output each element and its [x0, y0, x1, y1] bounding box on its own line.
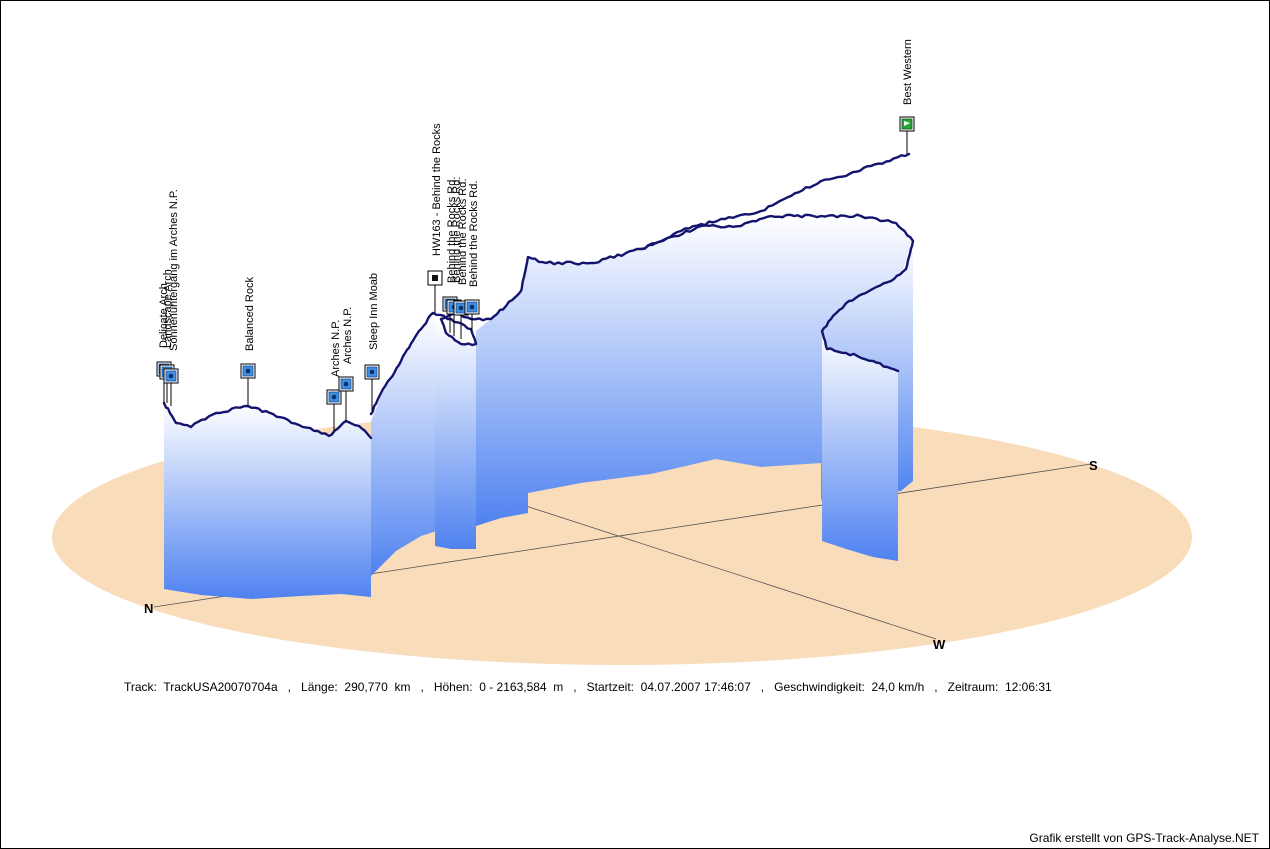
info-track-value: TrackUSA20070704a	[163, 680, 278, 694]
info-sep: ,	[573, 680, 577, 694]
axis-west-east	[525, 505, 937, 640]
waypoint-label: Behind the Rocks Rd.	[468, 181, 480, 287]
info-sep: ,	[287, 680, 291, 694]
waypoint-label: Landscape Arch	[162, 269, 174, 348]
info-speed-value: 24,0 km/h	[871, 680, 925, 694]
compass-south-label: S	[1089, 458, 1098, 473]
waypoint-label: Behind the Rocks Rd.	[451, 177, 463, 283]
info-sep: ,	[420, 680, 424, 694]
track-line	[369, 152, 911, 416]
track-line	[639, 213, 915, 373]
elevation-curtain	[476, 216, 913, 526]
track-lines	[162, 152, 915, 440]
camera-lens-icon	[343, 381, 349, 387]
waypoint-label: Arches N.P.	[330, 320, 342, 377]
info-length-unit: km	[394, 680, 411, 694]
track-line	[162, 401, 373, 440]
waypoint-flag-icon: Best Western	[899, 39, 915, 154]
camera-lens-icon	[168, 373, 174, 379]
track-info-line: Track: TrackUSA20070704a , Länge: 290,77…	[124, 680, 1052, 694]
waypoint-label: Arches N.P.	[342, 307, 354, 364]
waypoint-label: Behind the Rocks Rd.	[457, 179, 469, 285]
info-start-label: Startzeit:	[586, 680, 634, 694]
elevation-curtains	[164, 216, 913, 599]
info-length-label: Länge:	[301, 680, 338, 694]
camera-lens-icon	[458, 305, 464, 311]
waypoint-photo-icon: Arches N.P.	[338, 307, 354, 421]
flag-shape-icon	[904, 121, 910, 126]
waypoint-photo-icon: Sleep Inn Moab	[364, 273, 380, 411]
compass-west-label: W	[933, 637, 946, 652]
marker-square-icon	[432, 275, 438, 281]
waypoint-label: Sonnenuntergang im Arches N.P.	[168, 189, 180, 351]
info-sep: ,	[760, 680, 765, 694]
info-track-label: Track:	[124, 680, 157, 694]
elevation-curtain	[371, 313, 437, 576]
info-length-value: 290,770	[344, 680, 388, 694]
info-elev-unit: m	[553, 680, 564, 694]
compass-north-label: N	[144, 601, 153, 616]
info-sep: ,	[934, 680, 938, 694]
info-elev-value: 0 - 2163,584	[479, 680, 547, 694]
waypoint-photo-icon: Behind the Rocks Rd.	[464, 181, 480, 331]
camera-lens-icon	[331, 394, 337, 400]
waypoint-label: Sleep Inn Moab	[368, 273, 380, 350]
info-start-value: 04.07.2007 17:46:07	[640, 680, 751, 694]
waypoint-photo-icon: Balanced Rock	[240, 277, 256, 406]
waypoint-label: Delicate Arch	[158, 283, 170, 348]
waypoint-photo-icon: Arches N.P.	[326, 320, 342, 431]
info-period-label: Zeitraum:	[947, 680, 999, 694]
waypoint-label: Balanced Rock	[244, 277, 256, 351]
elevation-curtain	[435, 319, 476, 549]
info-elev-label: Höhen:	[433, 680, 473, 694]
info-speed-label: Geschwindigkeit:	[774, 680, 865, 694]
camera-lens-icon	[245, 368, 251, 374]
waypoint-label: HW163 - Behind the Rocks	[431, 123, 443, 256]
info-period-value: 12:06:31	[1004, 680, 1052, 694]
waypoint-label: Best Western	[902, 39, 914, 105]
elevation-curtain	[822, 331, 898, 561]
waypoint-marker-icon: HW163 - Behind the Rocks	[427, 123, 443, 313]
waypoint-label: Behind the Rocks Rd.	[446, 177, 458, 283]
waypoint-photo-icon: Behind the Rocks Rd.	[453, 179, 469, 339]
credit-text: Grafik erstellt von GPS-Track-Analyse.NE…	[1029, 831, 1259, 845]
camera-lens-icon	[469, 304, 475, 310]
elevation-curtain	[164, 403, 371, 599]
waypoint-photo-icon: Sonnenuntergang im Arches N.P.	[163, 189, 180, 406]
camera-lens-icon	[369, 369, 375, 375]
